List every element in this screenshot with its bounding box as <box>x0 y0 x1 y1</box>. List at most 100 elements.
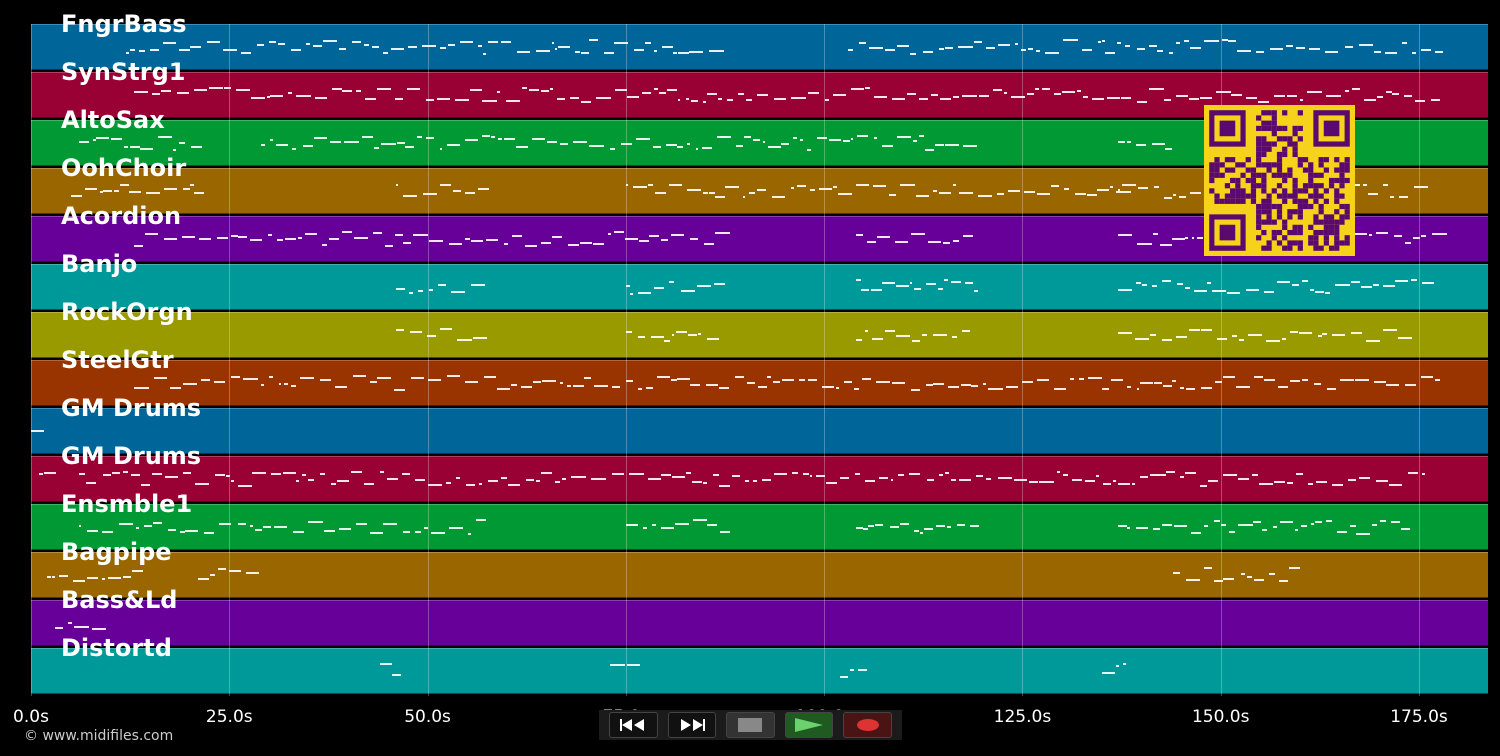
midi-note <box>223 49 238 51</box>
midi-note <box>863 528 868 530</box>
midi-note <box>1098 41 1102 43</box>
midi-note <box>541 472 553 474</box>
midi-note <box>1347 479 1357 481</box>
midi-note <box>1331 484 1343 486</box>
midi-note <box>766 376 772 378</box>
fast-forward-button[interactable] <box>667 712 717 738</box>
midi-note <box>743 136 752 138</box>
midi-note <box>780 143 789 145</box>
midi-note <box>914 530 920 532</box>
track-lane[interactable] <box>31 312 1488 358</box>
midi-note <box>1117 332 1133 334</box>
midi-note <box>409 331 423 333</box>
midi-note <box>214 381 226 383</box>
rewind-button[interactable] <box>609 712 658 738</box>
midi-note <box>500 41 511 43</box>
midi-note <box>1042 88 1050 90</box>
midi-note <box>415 479 425 481</box>
midi-note <box>276 239 283 241</box>
midi-note <box>867 525 874 527</box>
midi-note <box>850 138 854 140</box>
midi-note <box>428 484 442 486</box>
midi-note <box>1003 92 1008 94</box>
time-tick-label: 150.0s <box>1191 707 1250 727</box>
midi-note <box>504 138 515 140</box>
midi-note <box>377 377 392 379</box>
record-button[interactable] <box>843 712 892 738</box>
midi-note <box>614 89 628 91</box>
midi-note <box>231 235 239 237</box>
midi-note <box>1246 97 1258 99</box>
midi-note <box>1061 91 1075 93</box>
midi-note <box>1221 39 1228 41</box>
midi-note <box>173 149 177 151</box>
midi-note <box>130 49 136 51</box>
midi-note <box>271 473 281 475</box>
midi-note <box>1301 280 1308 282</box>
track-lane[interactable] <box>31 648 1488 694</box>
midi-note <box>78 473 86 475</box>
midi-note <box>383 523 398 525</box>
midi-note <box>645 42 651 44</box>
midi-note <box>1279 580 1289 582</box>
midi-note <box>497 138 502 140</box>
midi-note <box>1306 91 1322 93</box>
midi-note <box>1254 376 1263 378</box>
midi-note <box>817 137 827 139</box>
midi-note <box>1185 237 1189 239</box>
track-lane[interactable] <box>31 552 1488 598</box>
midi-note <box>1136 527 1149 529</box>
midi-note <box>1313 383 1321 385</box>
midi-note <box>1038 481 1054 483</box>
track-lane[interactable] <box>31 600 1488 646</box>
track-lane[interactable] <box>31 24 1488 70</box>
midi-note <box>639 240 650 242</box>
midi-note <box>549 88 553 90</box>
midi-note <box>1151 143 1165 145</box>
midi-note <box>1434 379 1441 381</box>
track-lane[interactable] <box>31 408 1488 454</box>
grid-line <box>31 24 32 696</box>
midi-note <box>884 49 896 51</box>
midi-note <box>969 525 980 527</box>
midi-note <box>1398 196 1409 198</box>
midi-note <box>1292 284 1299 286</box>
midi-note <box>689 51 703 53</box>
midi-note <box>757 94 769 96</box>
midi-note <box>962 95 977 97</box>
track-lane[interactable] <box>31 360 1488 406</box>
midi-note <box>307 521 323 523</box>
midi-note <box>1200 387 1213 389</box>
midi-note <box>1164 99 1171 101</box>
qr-code-icon[interactable] <box>1204 105 1355 256</box>
midi-note <box>1148 88 1164 90</box>
midi-note <box>1420 376 1434 378</box>
midi-note <box>183 472 191 474</box>
midi-note <box>146 192 160 194</box>
transport-controls <box>599 710 902 740</box>
midi-note <box>535 480 541 482</box>
midi-note <box>876 236 891 238</box>
midi-note <box>1173 525 1188 527</box>
midi-note <box>1252 474 1259 476</box>
midi-note <box>126 52 129 54</box>
track-label: SynStrg1 <box>61 58 186 86</box>
midi-note <box>1152 285 1158 287</box>
midi-note <box>1074 193 1086 195</box>
midi-note <box>170 387 181 389</box>
midi-note <box>1286 45 1293 47</box>
midi-note <box>870 289 883 291</box>
stop-button[interactable] <box>726 712 775 738</box>
midi-note <box>998 44 1011 46</box>
midi-note <box>405 146 415 148</box>
midi-note <box>1361 286 1373 288</box>
midi-note <box>798 379 805 381</box>
play-button[interactable] <box>784 712 834 738</box>
track-lane[interactable] <box>31 264 1488 310</box>
midi-note <box>677 99 681 101</box>
midi-note <box>350 471 363 473</box>
midi-note <box>409 292 413 294</box>
midi-note <box>1390 196 1394 198</box>
midi-note <box>686 143 690 145</box>
midi-note <box>558 46 571 48</box>
